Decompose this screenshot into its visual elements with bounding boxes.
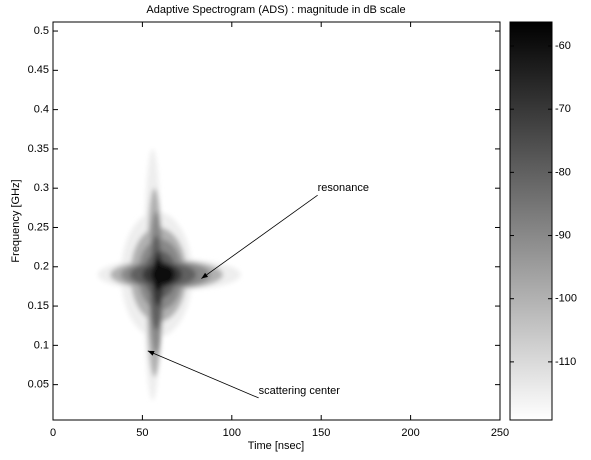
x-tick-label: 150 <box>312 427 330 439</box>
x-tick-label: 50 <box>136 427 148 439</box>
y-tick-label: 0.4 <box>34 104 49 116</box>
x-tick-label: 100 <box>223 427 241 439</box>
x-tick-label: 250 <box>491 427 509 439</box>
y-tick-label: 0.25 <box>28 221 49 233</box>
colorbar <box>509 21 553 421</box>
colorbar-tick-label: -70 <box>555 103 571 115</box>
annotation-arrow <box>147 350 259 399</box>
y-tick-label: 0.35 <box>28 143 49 155</box>
colorbar-tick-label: -60 <box>555 40 571 52</box>
annotation-text: resonance <box>318 182 369 194</box>
x-tick-label: 200 <box>401 427 419 439</box>
y-tick-label: 0.45 <box>28 64 49 76</box>
colorbar-tick-label: -90 <box>555 229 571 241</box>
annotation-arrow <box>201 194 318 279</box>
x-tick-label: 0 <box>50 427 56 439</box>
chart-title: Adaptive Spectrogram (ADS) : magnitude i… <box>146 4 405 16</box>
spectrogram-image <box>97 148 241 401</box>
y-tick-label: 0.05 <box>28 379 49 391</box>
colorbar-tick-label: -110 <box>555 356 576 368</box>
y-tick-label: 0.3 <box>34 182 49 194</box>
plot-frame <box>52 21 501 421</box>
annotation-text: scattering center <box>259 385 341 397</box>
y-tick-label: 0.1 <box>34 339 49 351</box>
y-axis-label: Frequency [GHz] <box>10 179 22 262</box>
y-tick-label: 0.15 <box>28 300 49 312</box>
contour-core <box>156 266 168 283</box>
colorbar-tick-label: -80 <box>555 166 571 178</box>
y-tick-label: 0.5 <box>34 25 49 37</box>
plot-background <box>53 22 500 420</box>
y-tick-label: 0.2 <box>34 261 49 273</box>
colorbar-tick-label: -100 <box>555 293 577 305</box>
x-axis-label: Time [nsec] <box>248 440 304 452</box>
